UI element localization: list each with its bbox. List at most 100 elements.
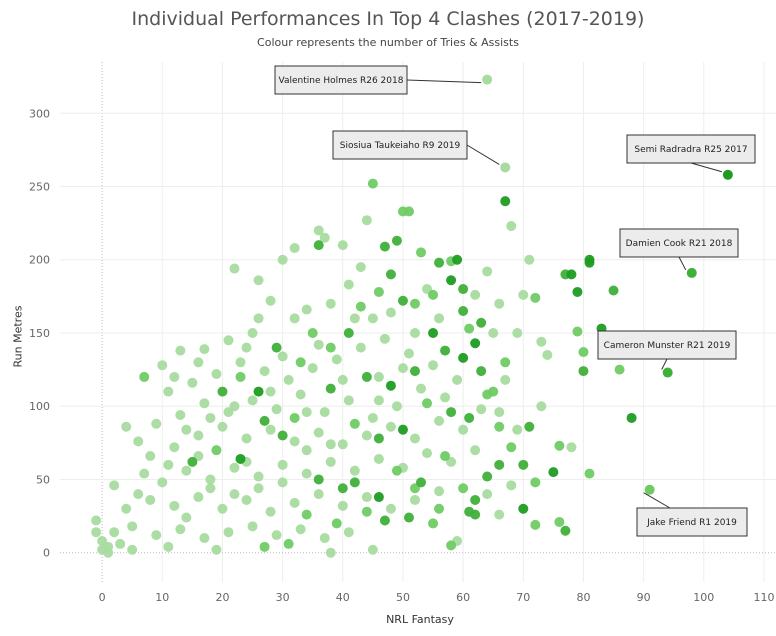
callout-label: Jake Friend R1 2019 <box>646 518 737 528</box>
data-point <box>313 240 324 251</box>
callout-box <box>597 330 737 360</box>
data-point <box>229 462 240 473</box>
data-point <box>217 421 228 432</box>
data-point <box>241 494 252 505</box>
data-point <box>253 483 264 494</box>
data-point <box>626 412 637 423</box>
data-point <box>289 497 300 508</box>
data-point <box>608 285 619 296</box>
data-point <box>349 477 360 488</box>
data-point <box>530 519 541 530</box>
data-point <box>397 363 408 374</box>
data-point <box>464 323 475 334</box>
data-point <box>566 442 577 453</box>
y-tick-label: 150 <box>29 327 50 340</box>
data-point <box>115 538 126 549</box>
annotation-callout: Damien Cook R21 2018 <box>619 228 739 271</box>
data-point <box>361 371 372 382</box>
data-point <box>554 516 565 527</box>
callout-label: Siosiua Taukeiaho R9 2019 <box>340 141 461 151</box>
data-point <box>458 306 469 317</box>
data-point <box>175 410 186 421</box>
data-point <box>301 468 312 479</box>
data-point <box>434 313 445 324</box>
data-point <box>301 407 312 418</box>
data-point <box>470 338 481 349</box>
data-point <box>361 506 372 517</box>
data-point <box>409 327 420 338</box>
callout-label: Semi Radradra R25 2017 <box>634 145 747 155</box>
callout-leader-line <box>661 358 668 370</box>
data-point <box>235 371 246 382</box>
highlighted-point <box>482 74 493 85</box>
y-tick-label: 250 <box>29 181 50 194</box>
data-point <box>482 266 493 277</box>
data-point <box>518 503 529 514</box>
data-point <box>367 544 378 555</box>
data-point <box>512 327 523 338</box>
data-point <box>476 317 487 328</box>
x-tick-label: 10 <box>155 591 169 604</box>
data-point <box>494 421 505 432</box>
data-point <box>572 286 583 297</box>
data-point <box>355 342 366 353</box>
data-point <box>295 357 306 368</box>
data-point <box>391 235 402 246</box>
data-point <box>476 366 487 377</box>
data-point <box>121 421 132 432</box>
callout-box <box>274 65 408 95</box>
data-point <box>566 269 577 280</box>
data-point <box>458 424 469 435</box>
data-point <box>482 489 493 500</box>
data-point <box>271 530 282 541</box>
data-point <box>127 521 138 532</box>
data-point <box>361 430 372 441</box>
data-point <box>319 407 330 418</box>
data-point <box>373 453 384 464</box>
data-point <box>313 427 324 438</box>
data-point <box>373 433 384 444</box>
data-point <box>289 243 300 254</box>
data-point <box>373 371 384 382</box>
data-point <box>133 489 144 500</box>
data-point <box>169 442 180 453</box>
data-point <box>277 459 288 470</box>
annotation-callout: Cameron Munster R21 2019 <box>597 330 737 370</box>
data-point <box>428 327 439 338</box>
y-tick-label: 300 <box>29 107 50 120</box>
data-point <box>337 439 348 450</box>
data-point <box>145 451 156 462</box>
data-point <box>205 483 216 494</box>
data-point <box>301 445 312 456</box>
data-point <box>470 445 481 456</box>
data-point <box>229 263 240 274</box>
callout-layer: Valentine Holmes R26 2018 Siosiua Taukeia… <box>274 65 756 537</box>
x-tick-label: 110 <box>753 591 774 604</box>
data-point <box>319 232 330 243</box>
data-point <box>488 327 499 338</box>
data-point <box>403 512 414 523</box>
data-point <box>440 345 451 356</box>
data-point <box>494 509 505 520</box>
data-point <box>500 357 511 368</box>
data-point <box>241 342 252 353</box>
data-point <box>494 407 505 418</box>
data-point <box>506 221 517 232</box>
data-point <box>211 445 222 456</box>
data-point <box>211 369 222 379</box>
data-point <box>277 477 288 488</box>
data-point <box>187 377 198 388</box>
data-point <box>247 395 258 406</box>
data-point <box>295 524 306 535</box>
data-point <box>416 247 427 258</box>
data-point <box>289 436 300 447</box>
data-point <box>343 395 354 406</box>
x-axis-label: NRL Fantasy <box>386 613 454 626</box>
data-point <box>265 295 276 306</box>
data-point <box>397 295 408 306</box>
x-tick-label: 30 <box>276 591 290 604</box>
x-tick-label: 60 <box>456 591 470 604</box>
data-point <box>506 442 517 453</box>
x-tick-label: 90 <box>637 591 651 604</box>
data-point <box>524 254 535 265</box>
